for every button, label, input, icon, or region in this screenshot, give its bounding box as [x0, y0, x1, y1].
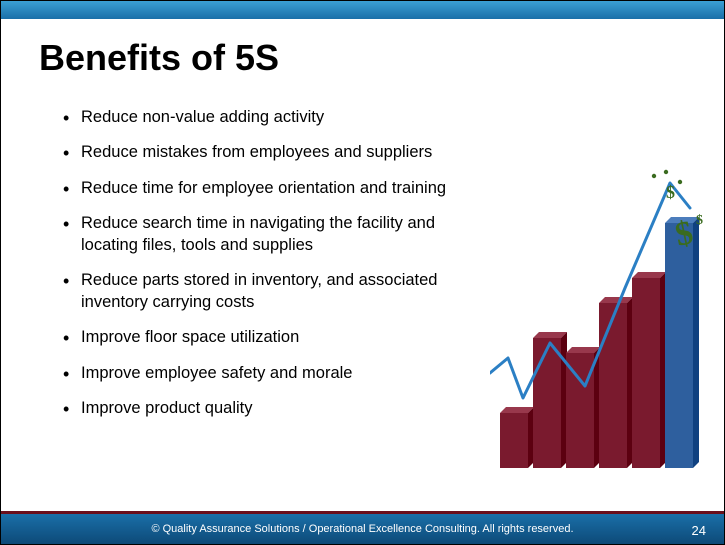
list-item: Reduce non-value adding activity [63, 107, 483, 128]
list-item: Improve employee safety and morale [63, 363, 483, 384]
slide-title: Benefits of 5S [1, 19, 724, 79]
list-item: Reduce search time in navigating the fac… [63, 213, 483, 256]
footer-copyright: © Quality Assurance Solutions / Operatio… [151, 523, 573, 535]
svg-text:$: $ [696, 213, 703, 228]
top-accent-bar [1, 1, 724, 19]
bullet-list: Reduce non-value adding activity Reduce … [63, 107, 483, 433]
growth-chart-icon: $ $ $ [490, 168, 710, 488]
slide-footer: © Quality Assurance Solutions / Operatio… [1, 514, 724, 544]
page-number: 24 [692, 523, 706, 538]
list-item: Reduce time for employee orientation and… [63, 178, 483, 199]
list-item: Improve floor space utilization [63, 327, 483, 348]
list-item: Improve product quality [63, 398, 483, 419]
svg-text:$: $ [666, 182, 675, 202]
list-item: Reduce parts stored in inventory, and as… [63, 270, 483, 313]
list-item: Reduce mistakes from employees and suppl… [63, 142, 483, 163]
